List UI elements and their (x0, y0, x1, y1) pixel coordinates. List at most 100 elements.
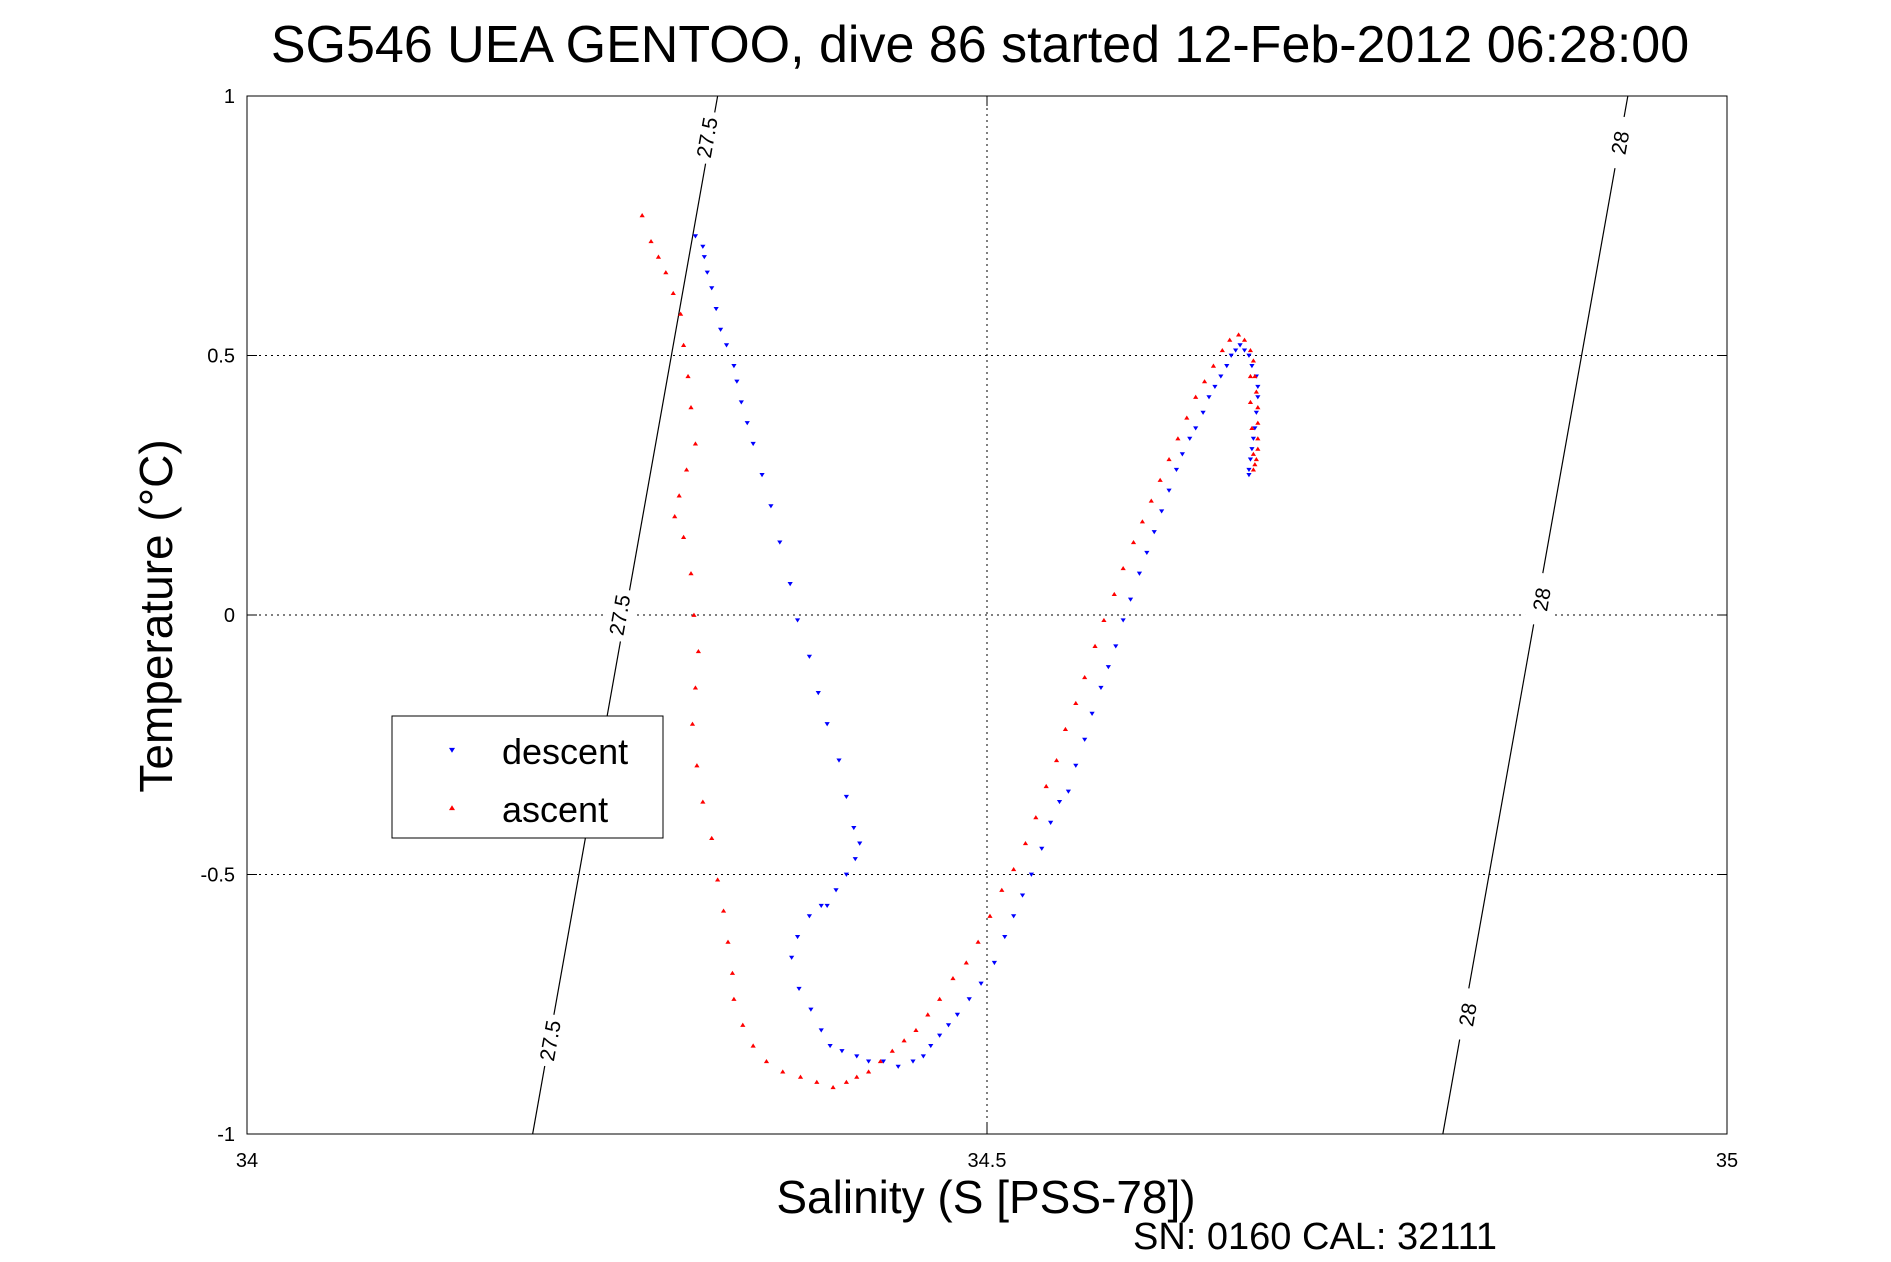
ascent-point (866, 1069, 872, 1074)
descent-point (1247, 457, 1254, 462)
descent-point (1073, 763, 1079, 768)
ascent-point (1062, 726, 1069, 731)
descent-point (836, 758, 842, 763)
descent-point (777, 540, 783, 545)
ascent-point (692, 441, 699, 446)
descent-point (827, 1043, 833, 1049)
descent-point (692, 234, 699, 239)
ascent-point (715, 877, 721, 882)
descent-point (818, 1028, 824, 1033)
descent-point (759, 473, 765, 478)
descent-point (713, 306, 719, 312)
axis-ticks: 34 34.5 35 1 0.5 0 -0.5 -1 (201, 86, 1739, 1172)
ascent-point (725, 939, 731, 944)
ascent-point (1193, 394, 1199, 399)
ascent-point (1247, 399, 1254, 405)
ascent-point (1011, 866, 1017, 872)
descent-point (815, 691, 821, 696)
descent-point (1011, 914, 1017, 919)
legend: descent ascent (391, 715, 664, 839)
descent-point (1246, 353, 1252, 358)
ascent-point (1166, 456, 1172, 462)
y-tick-label: 1 (224, 86, 235, 108)
ascent-point (1201, 379, 1208, 384)
ascent-point (1255, 420, 1261, 425)
ascent-point (1139, 519, 1145, 524)
ascent-point (695, 648, 701, 654)
descent-point (768, 504, 774, 509)
ascent-point (1253, 389, 1259, 394)
descent-point (1120, 618, 1126, 623)
descent-point (1253, 410, 1259, 415)
descent-point (843, 794, 849, 799)
descent-point (1144, 550, 1150, 556)
ascent-point (1101, 617, 1107, 623)
descent-point (806, 914, 812, 919)
descent-point (824, 722, 830, 727)
ascent-point (1250, 451, 1256, 456)
ascent-point (683, 467, 690, 472)
descent-point (1098, 685, 1104, 690)
ascent-point (720, 908, 727, 913)
descent-point (789, 955, 795, 960)
ascent-point (676, 493, 682, 498)
descent-point (854, 1054, 860, 1059)
descent-point (843, 872, 849, 877)
serial-calibration-note: SN: 0160 CAL: 32111 (1133, 1216, 1497, 1258)
descent-point (738, 400, 744, 405)
ascent-point (1241, 337, 1248, 342)
ascent-point (1219, 347, 1225, 353)
ascent-point (987, 913, 993, 918)
descent-point (824, 903, 830, 908)
descent-point (1249, 447, 1255, 452)
descent-point (734, 379, 740, 384)
descent-point (1241, 348, 1248, 353)
descent-point (1173, 467, 1180, 473)
y-tick-label: 0 (224, 605, 235, 627)
descent-point (1065, 789, 1071, 794)
ascent-point (672, 514, 678, 519)
ascent-point (1043, 783, 1049, 789)
ascent-point (1053, 757, 1060, 763)
descent-point (1200, 410, 1206, 415)
x-axis-label: Salinity (S [PSS-78]) (776, 1171, 1195, 1223)
descent-point (1002, 934, 1008, 940)
ascent-point (1130, 540, 1137, 545)
ascent-point (1175, 436, 1181, 441)
legend-marker-descent (449, 747, 455, 753)
ascent-point (925, 1012, 931, 1017)
descent-point (1019, 893, 1026, 898)
ascent-point (854, 1074, 860, 1079)
legend-label-descent: descent (502, 731, 628, 772)
ascent-point (1184, 415, 1190, 420)
grid-lines (247, 96, 1727, 1134)
ascent-point (691, 612, 697, 617)
ascent-point (1252, 373, 1258, 379)
ascent-point (694, 763, 700, 768)
descent-point (895, 1064, 901, 1069)
descent-point (806, 654, 812, 659)
descent-point (978, 981, 984, 986)
descent-point (1136, 571, 1143, 576)
ascent-point (975, 939, 981, 944)
descent-point (1237, 343, 1243, 348)
isopycnal-label: 28 (1529, 586, 1556, 613)
x-tick-label: 35 (1716, 1150, 1738, 1172)
descent-point (1113, 644, 1119, 649)
ascent-point (1247, 347, 1254, 353)
descent-point (1252, 426, 1258, 431)
ascent-point (901, 1038, 907, 1043)
descent-point (1151, 530, 1157, 535)
ascent-point (1157, 477, 1163, 482)
legend-label-ascent: ascent (502, 789, 608, 830)
descent-point (701, 255, 707, 260)
ascent-point (1255, 446, 1261, 451)
chart-title: SG546 UEA GENTOO, dive 86 started 12-Feb… (271, 16, 1689, 74)
ascent-point (763, 1059, 770, 1064)
descent-point (937, 1033, 943, 1038)
ascent-point (1210, 363, 1217, 368)
descent-point (1249, 364, 1255, 369)
x-tick-label: 34 (236, 1150, 258, 1172)
descent-point (833, 888, 839, 893)
